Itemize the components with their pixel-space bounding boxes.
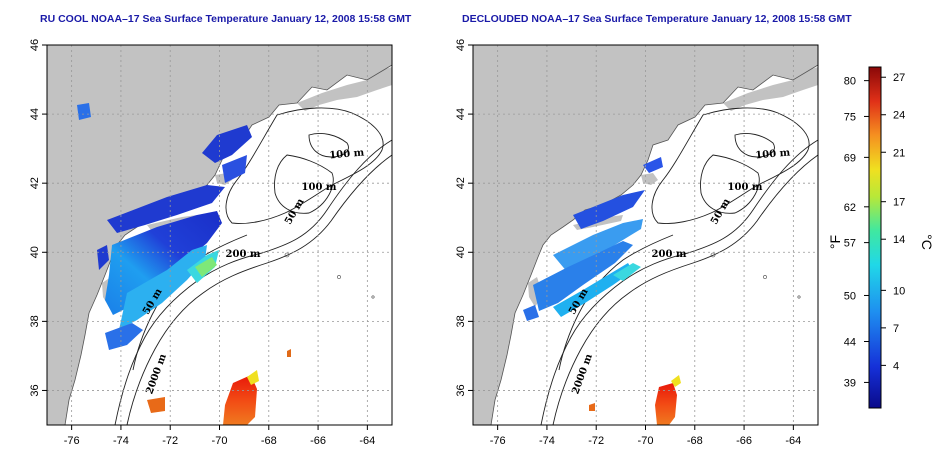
fahrenheit-unit-label: °F [827, 235, 843, 249]
x-tick-label: -76 [490, 435, 506, 447]
fahrenheit-tick-label: 80 [844, 76, 856, 88]
contour-label: 100 m [728, 182, 763, 193]
left-map-frame [46, 44, 393, 426]
y-tick-label: 36 [455, 384, 467, 396]
y-tick-label: 38 [29, 315, 41, 327]
celsius-tick-label: 24 [893, 110, 905, 122]
fahrenheit-tick-label: 62 [844, 202, 856, 214]
x-tick-label: -68 [261, 435, 277, 447]
celsius-tick-label: 21 [893, 147, 905, 159]
y-tick-label: 46 [29, 39, 41, 51]
y-tick-label: 46 [455, 39, 467, 51]
y-tick-label: 42 [29, 177, 41, 189]
fahrenheit-tick-label: 39 [844, 377, 856, 389]
fahrenheit-tick-label: 69 [844, 152, 856, 164]
celsius-tick-label: 4 [893, 360, 899, 372]
colorbar: 80 75 69 62 57 50 44 39 27 24 21 17 14 10 7 4 °F °C [827, 66, 935, 409]
fahrenheit-tick-label: 57 [844, 238, 856, 250]
fahrenheit-tick-label: 75 [844, 111, 856, 123]
x-tick-label: -64 [359, 435, 375, 447]
x-tick-label: -72 [162, 435, 178, 447]
celsius-tick-label: 27 [893, 72, 905, 84]
y-tick-label: 44 [455, 108, 467, 120]
x-tick-label: -70 [638, 435, 654, 447]
right-warm-patch [655, 383, 677, 425]
contour-label: 100 m [302, 182, 337, 193]
left-warm-patch [223, 375, 257, 425]
x-tick-label: -74 [113, 435, 129, 447]
left-map-title: RU COOL NOAA–17 Sea Surface Temperature … [40, 13, 412, 25]
x-tick-label: -68 [687, 435, 703, 447]
contour-label: 100 m [755, 147, 791, 161]
celsius-tick-label: 17 [893, 197, 905, 209]
x-tick-label: -72 [588, 435, 604, 447]
contour-label: 200 m [652, 249, 687, 260]
celsius-unit-label: °C [919, 234, 935, 250]
y-tick-label: 38 [455, 315, 467, 327]
right-map-title: DECLOUDED NOAA–17 Sea Surface Temperatur… [462, 13, 852, 25]
right-map-panel [472, 44, 819, 426]
fahrenheit-tick-label: 44 [844, 337, 856, 349]
y-tick-label: 42 [455, 177, 467, 189]
right-map-frame [472, 44, 819, 426]
x-tick-label: -66 [736, 435, 752, 447]
celsius-tick-label: 14 [893, 234, 905, 246]
x-tick-label: -64 [785, 435, 801, 447]
y-tick-label: 40 [29, 246, 41, 258]
colorbar-gradient [868, 66, 882, 409]
contour-label: 100 m [329, 147, 365, 161]
celsius-tick-label: 10 [893, 285, 905, 297]
contour-label: 200 m [226, 249, 261, 260]
celsius-tick-label: 7 [893, 323, 899, 335]
x-tick-label: -66 [310, 435, 326, 447]
y-tick-label: 44 [29, 108, 41, 120]
x-tick-label: -76 [64, 435, 80, 447]
left-map-panel [46, 44, 393, 426]
x-tick-label: -70 [212, 435, 228, 447]
fahrenheit-tick-label: 50 [844, 290, 856, 302]
y-tick-label: 40 [455, 246, 467, 258]
x-tick-label: -74 [539, 435, 555, 447]
y-tick-label: 36 [29, 384, 41, 396]
